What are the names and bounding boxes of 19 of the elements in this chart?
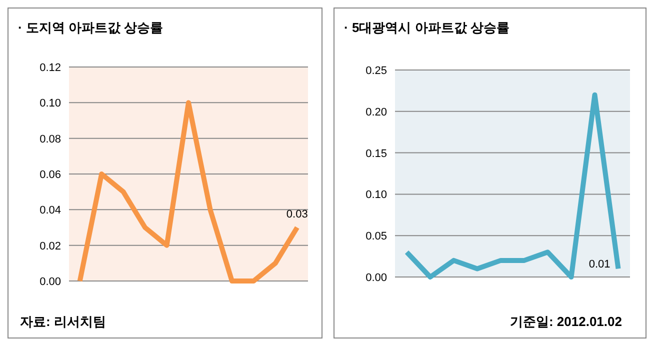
y-tick-label: 0.00 <box>40 276 61 288</box>
y-tick-label: 0.00 <box>366 272 387 284</box>
y-tick-label: 0.05 <box>366 230 387 243</box>
y-tick-label: 0.12 <box>40 62 61 74</box>
y-tick-label: 0.25 <box>366 65 387 77</box>
y-tick-label: 0.10 <box>366 189 387 202</box>
y-tick-label: 0.15 <box>366 148 387 160</box>
chart-title: · 도지역 아파트값 상승률 <box>18 20 164 35</box>
y-tick-label: 0.02 <box>40 240 61 252</box>
data-label: 0.01 <box>588 258 610 271</box>
y-tick-label: 0.20 <box>366 106 387 118</box>
y-tick-label: 0.10 <box>40 98 61 110</box>
data-label: 0.03 <box>286 208 308 220</box>
y-tick-label: 0.08 <box>40 133 61 146</box>
text: 자료: 리서치팀 <box>20 314 106 329</box>
y-tick-label: 0.06 <box>40 169 61 181</box>
y-tick-label: 0.04 <box>40 204 61 217</box>
text: 기준일: 2012.01.02 <box>510 314 622 329</box>
chart-title: · 5대광역시 아파트값 상승률 <box>344 20 510 35</box>
